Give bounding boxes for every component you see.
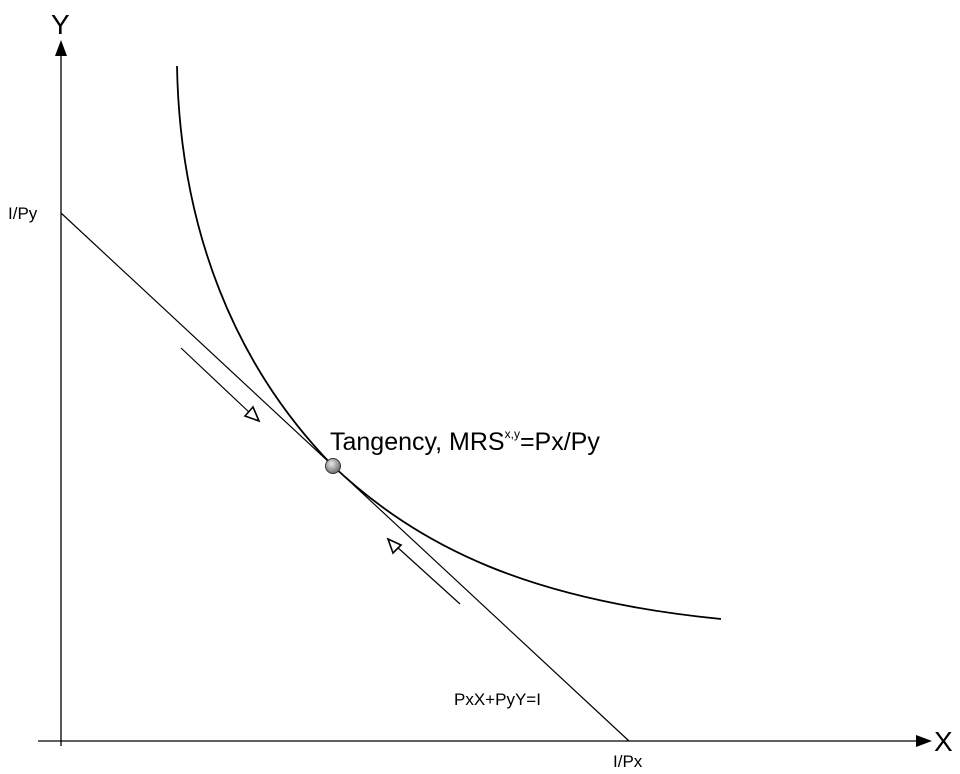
movement-arrow-upper-shaft — [180, 347, 252, 415]
movement-arrow-lower-head — [386, 537, 403, 555]
y-intercept-label: I/Py — [8, 204, 38, 223]
x-axis-arrowhead — [916, 735, 932, 747]
tangency-label-rest: =Px/Py — [520, 428, 600, 456]
tangency-label: Tangency, MRSx,y=Px/Py — [330, 427, 600, 456]
y-axis-label: Y — [51, 9, 70, 40]
x-intercept-label: I/Px — [613, 752, 643, 771]
tangency-point — [325, 458, 341, 474]
tangency-label-superscript: x,y — [505, 427, 520, 441]
tangency-label-main: Tangency, MRS — [330, 428, 505, 456]
budget-equation-label: PxX+PyY=I — [454, 690, 541, 709]
movement-arrow-lower-shaft — [395, 545, 461, 605]
x-axis-label: X — [934, 726, 953, 757]
y-axis-arrowhead — [55, 40, 67, 56]
indifference-curve — [176, 65, 722, 620]
movement-arrow-upper-head — [243, 405, 261, 423]
